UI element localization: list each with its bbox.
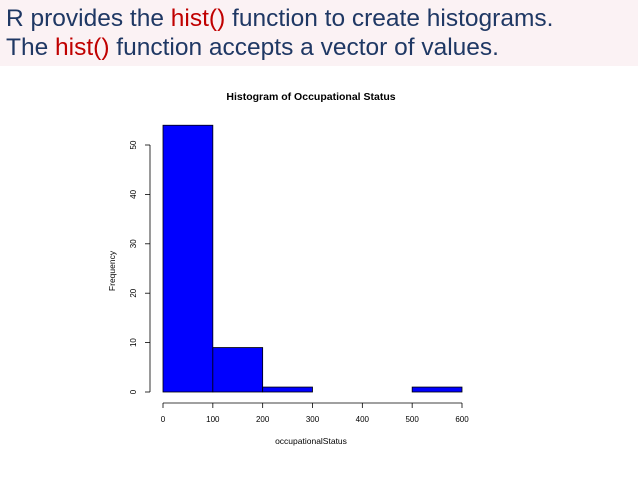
y-tick-label-20: 20 — [129, 288, 138, 297]
line2-text-before: The — [6, 34, 56, 61]
x-axis-label: occupationalStatus — [275, 436, 347, 446]
y-axis: 0 10 20 30 40 50 — [129, 140, 151, 394]
histogram-bar-200-300 — [262, 386, 313, 393]
x-axis: 0 100 200 300 400 500 600 — [161, 402, 469, 424]
line1-text-before: R provides the — [6, 5, 171, 32]
y-tick-label-10: 10 — [129, 338, 138, 347]
x-tick-label-500: 500 — [405, 415, 419, 424]
y-tick-label-50: 50 — [129, 140, 138, 149]
slide-text-line-2: The hist() function accepts a vector of … — [6, 33, 499, 63]
histogram-bar-0-100 — [162, 124, 214, 393]
slide-text-line-1: R provides the hist() function to create… — [6, 4, 553, 34]
x-tick-label-400: 400 — [356, 415, 370, 424]
x-tick-label-600: 600 — [455, 415, 469, 424]
y-tick-label-30: 30 — [129, 239, 138, 248]
histogram-bars — [162, 124, 463, 393]
histogram-bar-500-600 — [411, 386, 463, 393]
x-tick-label-100: 100 — [206, 415, 220, 424]
y-axis-label: Frequency — [107, 250, 117, 291]
x-tick-label-200: 200 — [256, 415, 270, 424]
chart-title: Histogram of Occupational Status — [226, 91, 395, 103]
line2-text-after: function accepts a vector of values. — [109, 34, 499, 61]
x-tick-label-0: 0 — [161, 415, 166, 424]
slide-header: R provides the hist() function to create… — [0, 0, 638, 66]
line2-function-name: hist() — [55, 34, 110, 61]
line1-text-after: function to create histograms. — [225, 5, 554, 32]
x-tick-label-300: 300 — [306, 415, 320, 424]
y-tick-label-40: 40 — [129, 189, 138, 198]
y-tick-label-0: 0 — [129, 389, 138, 394]
line1-function-name: hist() — [170, 5, 226, 32]
histogram-bar-100-200 — [212, 347, 264, 393]
